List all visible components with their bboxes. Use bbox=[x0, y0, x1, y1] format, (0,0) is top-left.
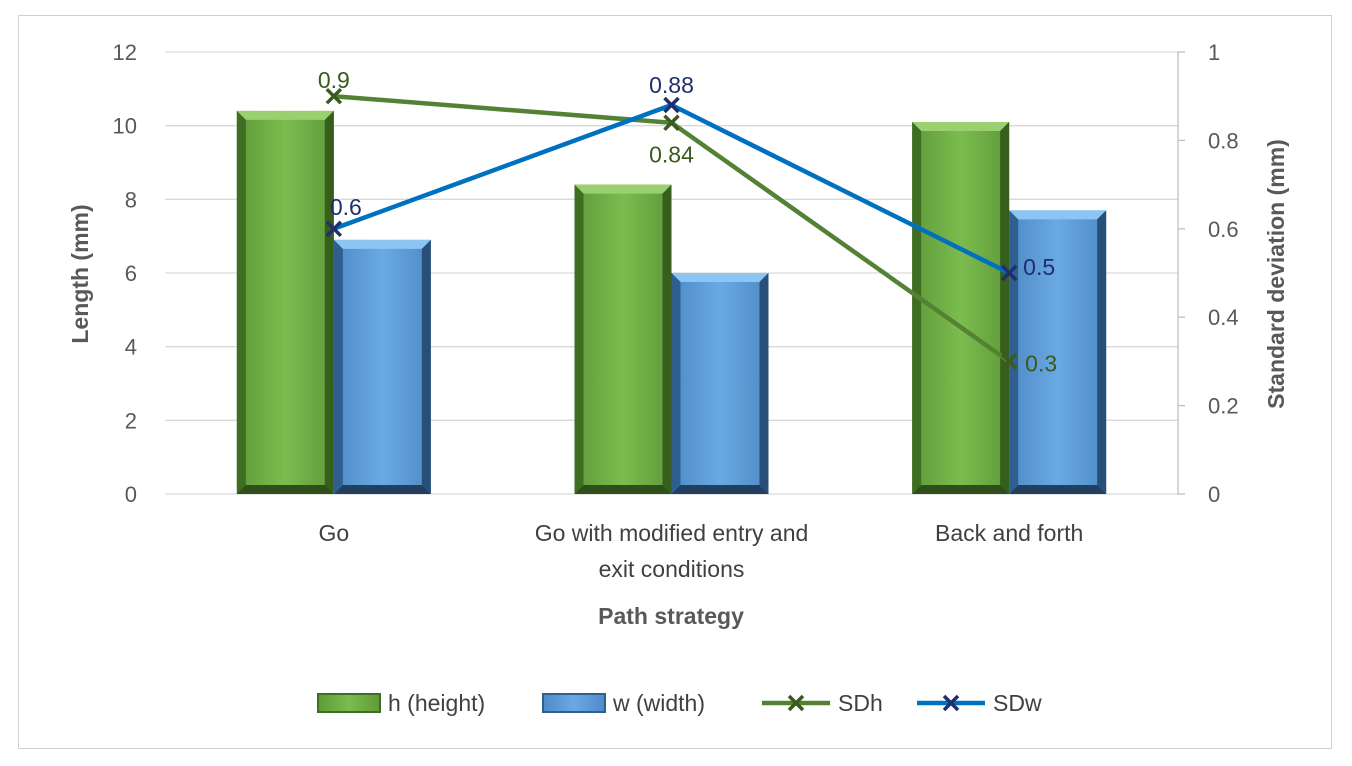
bar-series bbox=[236, 110, 1107, 494]
bar-h bbox=[236, 110, 334, 494]
data-label-sdh: 0.84 bbox=[649, 142, 694, 168]
legend-item-w: w (width) bbox=[542, 690, 705, 716]
y2-tick-label: 0.4 bbox=[1208, 305, 1239, 330]
data-label-sdh: 0.9 bbox=[318, 67, 350, 93]
bar-w bbox=[333, 239, 431, 494]
legend-label: SDw bbox=[993, 690, 1042, 716]
marker-sdh bbox=[663, 114, 680, 131]
data-label-sdw: 0.88 bbox=[649, 72, 694, 98]
data-label-sdw: 0.6 bbox=[330, 194, 362, 220]
marker-sdw bbox=[1000, 264, 1018, 282]
legend-swatch bbox=[542, 693, 606, 713]
y2-axis-title: Standard deviation (mm) bbox=[1263, 139, 1289, 409]
marker-sdh bbox=[1000, 353, 1018, 370]
y-tick-label: 8 bbox=[125, 187, 137, 212]
y-tick-label: 4 bbox=[125, 335, 137, 360]
x-tick-label: Go with modified entry and bbox=[535, 520, 809, 546]
x-tick-label: Back and forth bbox=[935, 520, 1083, 546]
x-axis-title: Path strategy bbox=[598, 603, 744, 629]
y2-tick-label: 1 bbox=[1208, 40, 1220, 65]
y2-tick-label: 0.6 bbox=[1208, 217, 1239, 242]
y-tick-label: 12 bbox=[113, 40, 137, 65]
marker-sdw bbox=[325, 220, 343, 238]
bar-w bbox=[671, 273, 769, 494]
axes: 0 2 4 6 8 10 12 0 0.2 0.4 0.6 0.8 1 Go Go with modifie… bbox=[113, 40, 1239, 582]
legend-label: h (height) bbox=[388, 690, 485, 716]
y2-tick-label: 0 bbox=[1208, 482, 1220, 507]
legend-item-sdh: SDh bbox=[762, 690, 883, 716]
legend-swatch bbox=[317, 693, 381, 713]
legend-item-sdw: SDw bbox=[917, 690, 1042, 716]
data-label-sdh: 0.3 bbox=[1025, 350, 1057, 376]
bar-h bbox=[574, 184, 672, 494]
bar-h bbox=[912, 121, 1010, 494]
x-tick-label: exit conditions bbox=[599, 556, 745, 582]
y-tick-label: 0 bbox=[125, 482, 137, 507]
y2-tick-label: 0.8 bbox=[1208, 128, 1239, 153]
y-tick-label: 2 bbox=[125, 408, 137, 433]
y-axis-title: Length (mm) bbox=[67, 204, 93, 343]
marker-sdh bbox=[325, 87, 343, 105]
line-series bbox=[325, 87, 1018, 370]
legend-label: w (width) bbox=[612, 690, 705, 716]
data-labels: 0.9 0.84 0.3 0.6 0.88 0.5 bbox=[318, 67, 1057, 376]
y-tick-label: 6 bbox=[125, 261, 137, 286]
y2-tick-label: 0.2 bbox=[1208, 394, 1239, 419]
data-label-sdw: 0.5 bbox=[1023, 254, 1055, 280]
x-tick-label: Go bbox=[318, 520, 349, 546]
marker-sdw bbox=[663, 96, 680, 114]
legend-label: SDh bbox=[838, 690, 883, 716]
y-tick-label: 10 bbox=[113, 114, 137, 139]
legend: h (height) w (width) SDh SDw bbox=[317, 690, 1042, 716]
legend-item-h: h (height) bbox=[317, 690, 485, 716]
bar-w bbox=[1009, 210, 1107, 494]
